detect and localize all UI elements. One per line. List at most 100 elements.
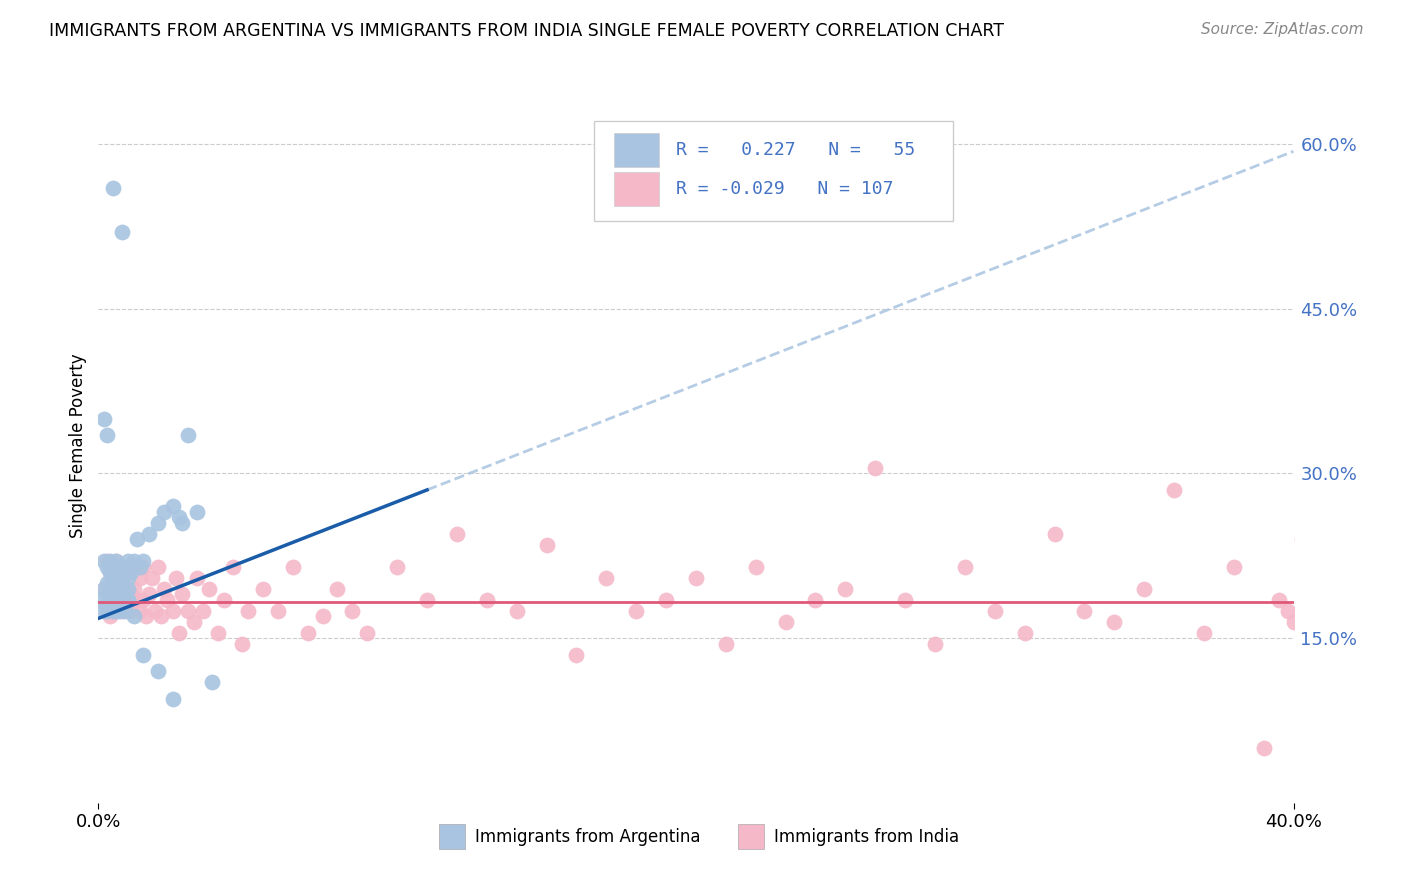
Point xyxy=(114,587,136,601)
Text: R =   0.227   N =   55: R = 0.227 N = 55 xyxy=(676,141,915,159)
Point xyxy=(1277,604,1299,618)
Point xyxy=(93,554,115,568)
Point xyxy=(222,559,245,574)
Point xyxy=(93,604,115,618)
Point xyxy=(1282,615,1305,629)
Point xyxy=(96,598,118,612)
Point xyxy=(127,592,149,607)
Point xyxy=(105,587,128,601)
Point xyxy=(108,604,131,618)
Point xyxy=(108,598,131,612)
Point xyxy=(236,604,259,618)
Point xyxy=(103,571,125,585)
Point xyxy=(135,609,157,624)
Point xyxy=(595,571,617,585)
Point xyxy=(148,559,170,574)
Point xyxy=(198,582,221,596)
Point xyxy=(98,566,122,580)
Point xyxy=(93,582,115,596)
Point xyxy=(297,625,319,640)
Point xyxy=(96,559,118,574)
Point xyxy=(117,592,139,607)
Point xyxy=(120,566,142,580)
Point xyxy=(281,559,304,574)
Point xyxy=(132,592,155,607)
Point xyxy=(745,559,768,574)
Point xyxy=(111,587,134,601)
Point xyxy=(655,592,678,607)
Point xyxy=(1306,604,1329,618)
Point xyxy=(117,554,139,568)
Point xyxy=(207,625,229,640)
Point xyxy=(775,615,797,629)
Text: IMMIGRANTS FROM ARGENTINA VS IMMIGRANTS FROM INDIA SINGLE FEMALE POVERTY CORRELA: IMMIGRANTS FROM ARGENTINA VS IMMIGRANTS … xyxy=(49,22,1004,40)
Point xyxy=(105,571,128,585)
Point xyxy=(186,505,208,519)
Point xyxy=(111,559,134,574)
Point xyxy=(98,554,122,568)
Point xyxy=(127,533,149,547)
Point xyxy=(1357,592,1379,607)
Point xyxy=(385,559,409,574)
Point xyxy=(103,582,125,596)
Point xyxy=(212,592,235,607)
Point xyxy=(1163,483,1185,497)
Point xyxy=(177,428,200,442)
Point xyxy=(90,592,112,607)
Point xyxy=(96,576,118,591)
Point xyxy=(153,505,176,519)
Point xyxy=(326,582,349,596)
Point xyxy=(124,609,146,624)
Point xyxy=(105,604,128,618)
Point xyxy=(103,181,125,195)
Point xyxy=(1073,604,1095,618)
Point xyxy=(124,582,146,596)
Point xyxy=(108,587,131,601)
Point xyxy=(129,559,152,574)
Point xyxy=(186,571,208,585)
Point xyxy=(1343,648,1365,662)
Point xyxy=(1372,637,1395,651)
Point xyxy=(565,648,588,662)
Point xyxy=(129,571,152,585)
Point xyxy=(120,604,142,618)
Point xyxy=(111,225,134,239)
Point xyxy=(105,554,128,568)
Point xyxy=(138,587,160,601)
Point xyxy=(252,582,274,596)
Point xyxy=(150,609,173,624)
Point xyxy=(267,604,290,618)
Point xyxy=(894,592,917,607)
Point xyxy=(114,582,136,596)
Point xyxy=(132,648,155,662)
Point xyxy=(714,637,737,651)
Point xyxy=(506,604,529,618)
Point xyxy=(953,559,976,574)
Point xyxy=(177,604,200,618)
Point xyxy=(1133,582,1156,596)
Point xyxy=(98,582,122,596)
Point xyxy=(98,609,122,624)
Point xyxy=(96,428,118,442)
Point xyxy=(342,604,364,618)
Point xyxy=(108,587,131,601)
Point xyxy=(626,604,648,618)
Point xyxy=(984,604,1007,618)
Point xyxy=(114,604,136,618)
Point xyxy=(153,582,176,596)
Point xyxy=(1192,625,1215,640)
Point xyxy=(117,592,139,607)
Point xyxy=(111,576,134,591)
Point xyxy=(165,571,187,585)
Point xyxy=(111,559,134,574)
Point xyxy=(93,411,115,425)
Point xyxy=(108,559,131,574)
Bar xyxy=(613,172,659,206)
Point xyxy=(865,461,887,475)
Point xyxy=(1223,559,1246,574)
Point xyxy=(416,592,439,607)
Text: Immigrants from India: Immigrants from India xyxy=(773,828,959,846)
Point xyxy=(356,625,378,640)
Point xyxy=(98,566,122,580)
Bar xyxy=(613,133,659,167)
